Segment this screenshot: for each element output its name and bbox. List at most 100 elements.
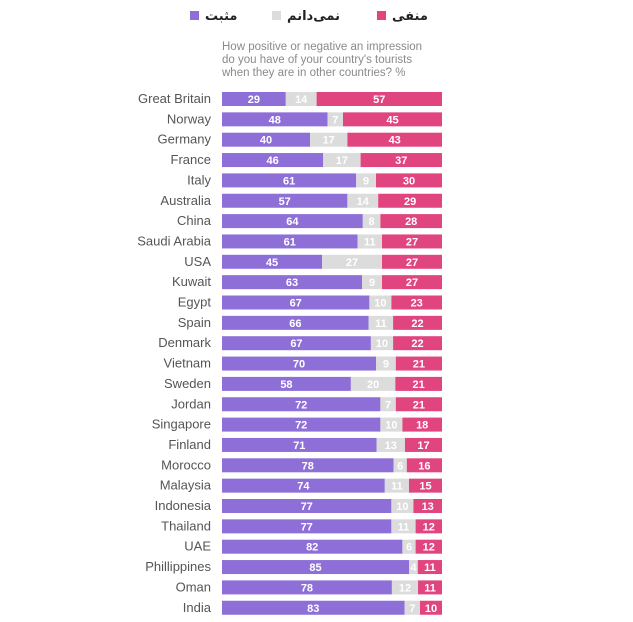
data-label: 57 xyxy=(373,94,385,106)
category-label: Malaysia xyxy=(160,478,212,493)
category-label: Thailand xyxy=(161,518,211,533)
bar-segment xyxy=(323,153,361,168)
category-label: Germany xyxy=(158,132,212,147)
bar-segment xyxy=(350,376,396,391)
bar-segment xyxy=(222,234,358,249)
data-label: 29 xyxy=(248,94,260,106)
bar-segment xyxy=(222,275,362,290)
data-label: 10 xyxy=(425,603,437,615)
data-label: 12 xyxy=(399,582,411,594)
bar-segment xyxy=(222,295,370,310)
bar-segment xyxy=(222,519,392,534)
data-label: 4 xyxy=(410,562,417,574)
data-label: 10 xyxy=(385,420,397,432)
bar-segment xyxy=(391,580,419,595)
bar-segment xyxy=(402,417,442,432)
bar-segment xyxy=(382,254,442,269)
bar-segment xyxy=(222,254,322,269)
bar-segment xyxy=(347,132,442,147)
bar-segment xyxy=(222,356,376,371)
bar-segment xyxy=(391,519,416,534)
data-label: 82 xyxy=(306,542,318,554)
data-label: 67 xyxy=(290,338,302,350)
category-label: Finland xyxy=(168,437,211,452)
data-label: 72 xyxy=(295,399,307,411)
category-labels: Great Britain Norway Germany France Italy Aus… xyxy=(137,91,212,615)
data-label: 85 xyxy=(309,562,321,574)
data-label: 7 xyxy=(385,399,391,411)
data-label: 78 xyxy=(302,460,314,472)
category-label: Italy xyxy=(187,172,211,187)
bar-segment xyxy=(222,417,381,432)
bar-segment xyxy=(415,519,442,534)
data-label: 58 xyxy=(280,379,292,391)
bar-segment xyxy=(222,499,392,513)
data-label: 15 xyxy=(419,481,431,493)
data-label: 22 xyxy=(411,338,423,350)
data-label: 12 xyxy=(423,542,435,554)
bar-segment xyxy=(391,295,442,310)
data-label: 40 xyxy=(260,135,272,147)
data-label: 6 xyxy=(406,542,412,554)
bar-segment xyxy=(417,560,442,575)
data-label: 27 xyxy=(406,236,418,248)
category-label: USA xyxy=(184,254,211,269)
bar-segment xyxy=(368,315,394,330)
data-label: 66 xyxy=(289,318,301,330)
bar-segment xyxy=(347,193,379,208)
bar-segment xyxy=(222,560,409,575)
bar-segment xyxy=(362,214,381,229)
bar-segment xyxy=(222,214,363,229)
bar-segment xyxy=(376,356,396,371)
data-label: 70 xyxy=(293,359,305,371)
data-label: 11 xyxy=(375,318,387,330)
data-label: 63 xyxy=(286,277,298,289)
data-label: 48 xyxy=(269,114,281,126)
legend: مثبت نمی‌دانم منفی xyxy=(190,9,428,24)
bar-segment xyxy=(395,376,442,391)
data-label: 11 xyxy=(398,521,410,533)
data-label: 13 xyxy=(385,440,397,452)
bar-segment xyxy=(327,112,343,127)
category-label: UAE xyxy=(184,539,211,554)
bar-segment xyxy=(380,417,403,432)
data-label: 8 xyxy=(369,216,375,228)
bar-segment xyxy=(222,376,351,391)
data-label: 83 xyxy=(307,603,319,615)
data-label: 23 xyxy=(411,298,423,310)
data-label: 77 xyxy=(301,501,313,513)
data-label: 14 xyxy=(295,94,308,106)
legend-swatch xyxy=(190,11,199,20)
data-label: 21 xyxy=(413,399,425,411)
data-label: 37 xyxy=(395,155,407,167)
data-label: 9 xyxy=(369,277,375,289)
legend-label: مثبت xyxy=(205,9,237,24)
category-label: Indonesia xyxy=(155,498,212,513)
category-label: Spain xyxy=(178,315,211,330)
data-label: 64 xyxy=(286,216,299,228)
data-label: 72 xyxy=(295,420,307,432)
data-label: 30 xyxy=(403,175,415,187)
data-label: 11 xyxy=(424,562,436,574)
bar-segment xyxy=(343,112,442,127)
bar-segment xyxy=(384,478,409,493)
bar-segment xyxy=(395,356,442,371)
data-label: 17 xyxy=(323,135,335,147)
category-label: Jordan xyxy=(171,396,211,411)
data-label: 18 xyxy=(416,420,428,432)
chart-subtitle: How positive or negative an impressiondo… xyxy=(221,41,422,79)
bar-segment xyxy=(420,600,442,615)
data-label: 74 xyxy=(297,481,310,493)
data-label: 77 xyxy=(301,521,313,533)
data-label: 46 xyxy=(266,155,278,167)
bar-segment xyxy=(415,539,442,554)
category-label: India xyxy=(183,600,212,615)
bar-segment xyxy=(409,560,418,575)
bar-segment xyxy=(357,234,382,249)
bar-segment xyxy=(285,92,317,106)
bar-segment xyxy=(222,336,371,351)
data-label: 61 xyxy=(283,175,295,187)
category-label: Vietnam xyxy=(164,356,211,371)
data-label: 78 xyxy=(301,582,313,594)
subtitle-line: do you have of your country's tourists xyxy=(222,54,412,66)
